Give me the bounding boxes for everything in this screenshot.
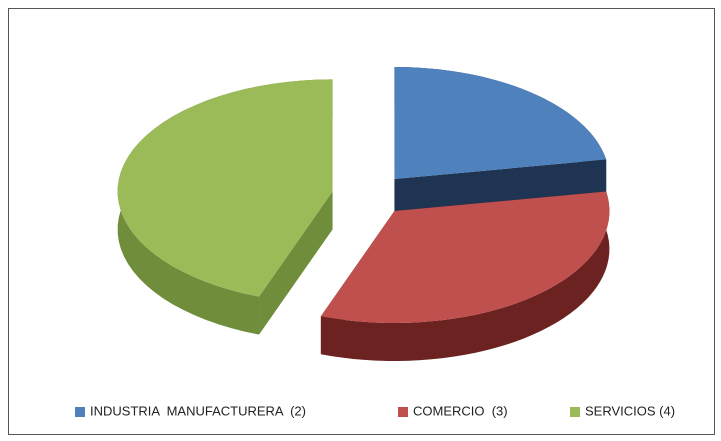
slice-side	[259, 191, 333, 335]
slice	[320, 191, 610, 323]
legend-label: COMERCIO (3)	[413, 403, 508, 418]
slice	[394, 66, 607, 179]
legend-label: SERVICIOS (4)	[585, 403, 675, 418]
slice-side	[320, 191, 610, 361]
chart-frame	[8, 8, 715, 435]
legend-swatch	[570, 407, 580, 417]
legend-swatch	[398, 407, 408, 417]
legend-swatch	[75, 407, 85, 417]
slice	[117, 79, 333, 297]
legend-label: INDUSTRIA MANUFACTURERA (2)	[90, 403, 306, 418]
slice-side	[394, 159, 607, 217]
